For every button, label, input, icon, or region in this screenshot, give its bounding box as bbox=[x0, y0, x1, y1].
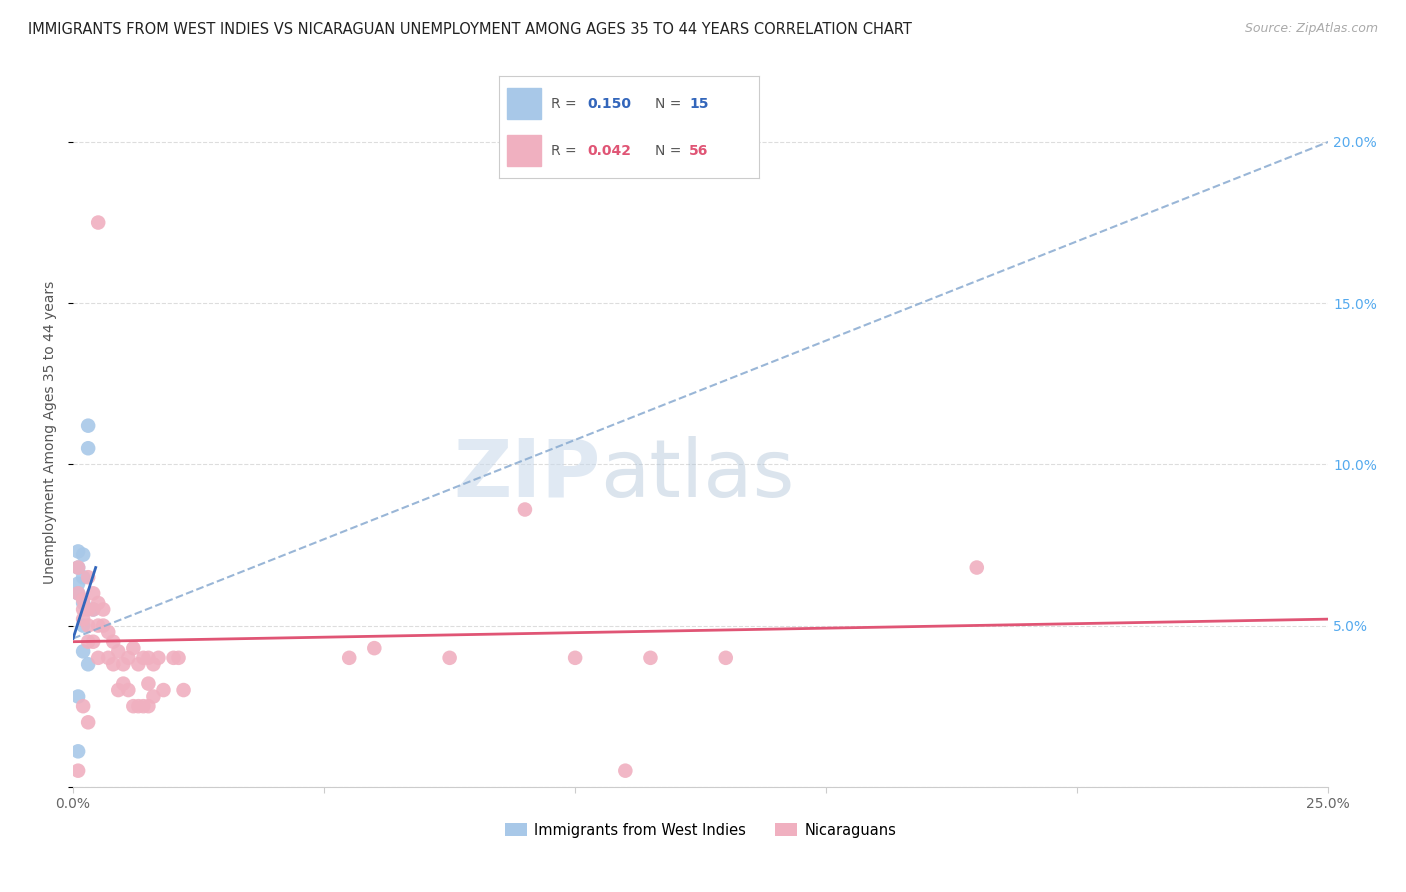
Point bbox=[152, 683, 174, 698]
Point bbox=[564, 650, 586, 665]
Point bbox=[72, 570, 94, 584]
Point bbox=[82, 602, 104, 616]
Point bbox=[72, 612, 94, 626]
Point bbox=[82, 634, 104, 648]
Point bbox=[67, 764, 90, 778]
Text: atlas: atlas bbox=[600, 435, 794, 514]
Point bbox=[82, 586, 104, 600]
Point bbox=[337, 650, 360, 665]
Point bbox=[138, 650, 160, 665]
Text: R =: R = bbox=[551, 96, 585, 111]
Point bbox=[82, 602, 104, 616]
Point bbox=[72, 596, 94, 610]
Text: 15: 15 bbox=[689, 96, 709, 111]
Point bbox=[513, 502, 536, 516]
Point bbox=[173, 683, 195, 698]
Point bbox=[67, 586, 90, 600]
Point bbox=[97, 650, 120, 665]
Point bbox=[103, 657, 125, 672]
Point bbox=[127, 657, 149, 672]
Point bbox=[77, 618, 100, 632]
Point bbox=[72, 592, 94, 607]
Point bbox=[714, 650, 737, 665]
Point bbox=[117, 683, 139, 698]
Point bbox=[77, 442, 100, 456]
Point bbox=[77, 602, 100, 616]
Y-axis label: Unemployment Among Ages 35 to 44 years: Unemployment Among Ages 35 to 44 years bbox=[44, 280, 58, 583]
Point bbox=[132, 650, 155, 665]
Bar bbox=[508, 136, 541, 166]
Point bbox=[966, 560, 988, 574]
Point bbox=[132, 699, 155, 714]
Point bbox=[87, 618, 110, 632]
Text: IMMIGRANTS FROM WEST INDIES VS NICARAGUAN UNEMPLOYMENT AMONG AGES 35 TO 44 YEARS: IMMIGRANTS FROM WEST INDIES VS NICARAGUA… bbox=[28, 22, 912, 37]
Text: R =: R = bbox=[551, 144, 585, 158]
Point bbox=[67, 560, 90, 574]
Point bbox=[72, 618, 94, 632]
Point bbox=[77, 634, 100, 648]
Point bbox=[112, 676, 135, 690]
Point bbox=[122, 699, 145, 714]
Text: 0.150: 0.150 bbox=[588, 96, 631, 111]
Point bbox=[91, 618, 114, 632]
Point bbox=[67, 690, 90, 704]
Point bbox=[87, 596, 110, 610]
Point bbox=[72, 644, 94, 658]
Point bbox=[77, 715, 100, 730]
Point bbox=[142, 690, 165, 704]
Point bbox=[167, 650, 190, 665]
Point bbox=[103, 634, 125, 648]
Point bbox=[97, 625, 120, 640]
Text: N =: N = bbox=[655, 144, 686, 158]
Point bbox=[107, 683, 129, 698]
Point bbox=[148, 650, 170, 665]
Text: N =: N = bbox=[655, 96, 686, 111]
Point bbox=[91, 602, 114, 616]
Point bbox=[67, 560, 90, 574]
Point bbox=[142, 657, 165, 672]
Point bbox=[122, 641, 145, 656]
Point bbox=[614, 764, 637, 778]
Point bbox=[87, 215, 110, 229]
Point bbox=[87, 650, 110, 665]
Point bbox=[363, 641, 385, 656]
Point bbox=[439, 650, 461, 665]
Point bbox=[640, 650, 662, 665]
Text: ZIP: ZIP bbox=[453, 435, 600, 514]
Point bbox=[72, 699, 94, 714]
Point bbox=[67, 544, 90, 558]
Point bbox=[107, 644, 129, 658]
Point bbox=[138, 676, 160, 690]
Point bbox=[67, 576, 90, 591]
Point bbox=[162, 650, 184, 665]
Legend: Immigrants from West Indies, Nicaraguans: Immigrants from West Indies, Nicaraguans bbox=[499, 817, 903, 843]
Text: 56: 56 bbox=[689, 144, 709, 158]
Point bbox=[72, 602, 94, 616]
Point bbox=[117, 650, 139, 665]
Point bbox=[112, 657, 135, 672]
Point bbox=[67, 744, 90, 758]
Point bbox=[127, 699, 149, 714]
Text: Source: ZipAtlas.com: Source: ZipAtlas.com bbox=[1244, 22, 1378, 36]
Bar bbox=[508, 88, 541, 119]
Point bbox=[72, 548, 94, 562]
Text: 0.042: 0.042 bbox=[588, 144, 631, 158]
Point bbox=[67, 586, 90, 600]
Point bbox=[138, 699, 160, 714]
Point bbox=[77, 570, 100, 584]
Point bbox=[77, 657, 100, 672]
Point bbox=[77, 418, 100, 433]
